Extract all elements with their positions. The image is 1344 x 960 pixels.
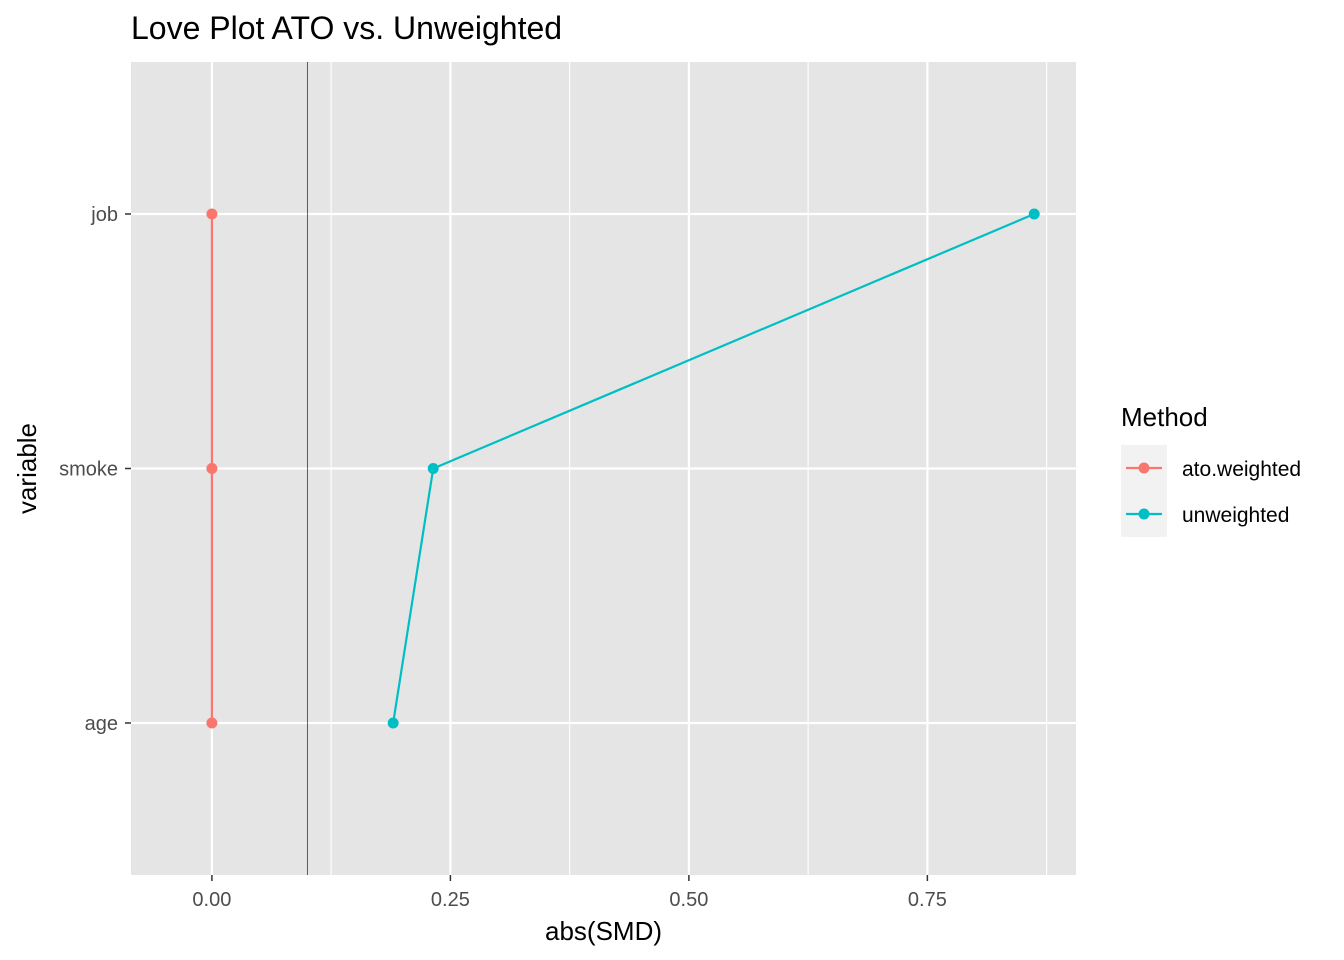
legend-key-point bbox=[1138, 508, 1150, 520]
x-tick-label: 0.00 bbox=[192, 889, 231, 911]
legend-label-ato.weighted: ato.weighted bbox=[1182, 458, 1301, 481]
x-axis: 0.00 0.25 0.50 0.75 bbox=[192, 875, 947, 911]
data-point-unweighted-smoke bbox=[427, 463, 439, 474]
legend-label-unweighted: unweighted bbox=[1182, 504, 1289, 527]
y-tick-label: age bbox=[85, 713, 118, 735]
x-tick-label: 0.75 bbox=[908, 889, 947, 911]
legend: Method ato.weighted unweighted bbox=[1121, 402, 1301, 537]
series-layer bbox=[206, 208, 1040, 729]
y-tick-label: smoke bbox=[59, 459, 118, 481]
data-point-unweighted-age bbox=[387, 717, 399, 729]
x-tick-label: 0.50 bbox=[669, 889, 708, 911]
y-axis-title: variable bbox=[12, 423, 42, 514]
y-tick-label: job bbox=[90, 204, 118, 226]
data-point-unweighted-job bbox=[1028, 208, 1040, 220]
legend-keys: ato.weighted unweighted bbox=[1121, 445, 1301, 537]
y-axis: age smoke job bbox=[59, 204, 131, 735]
x-axis-title: abs(SMD) bbox=[545, 916, 662, 946]
x-tick-label: 0.25 bbox=[431, 889, 470, 911]
data-point-ato.weighted-age bbox=[206, 717, 218, 729]
data-point-ato.weighted-smoke bbox=[206, 463, 218, 474]
chart-title: Love Plot ATO vs. Unweighted bbox=[131, 10, 562, 46]
data-point-ato.weighted-job bbox=[206, 208, 218, 220]
legend-key-point bbox=[1138, 462, 1150, 474]
major-gridlines bbox=[131, 62, 1076, 875]
legend-title: Method bbox=[1121, 402, 1208, 432]
